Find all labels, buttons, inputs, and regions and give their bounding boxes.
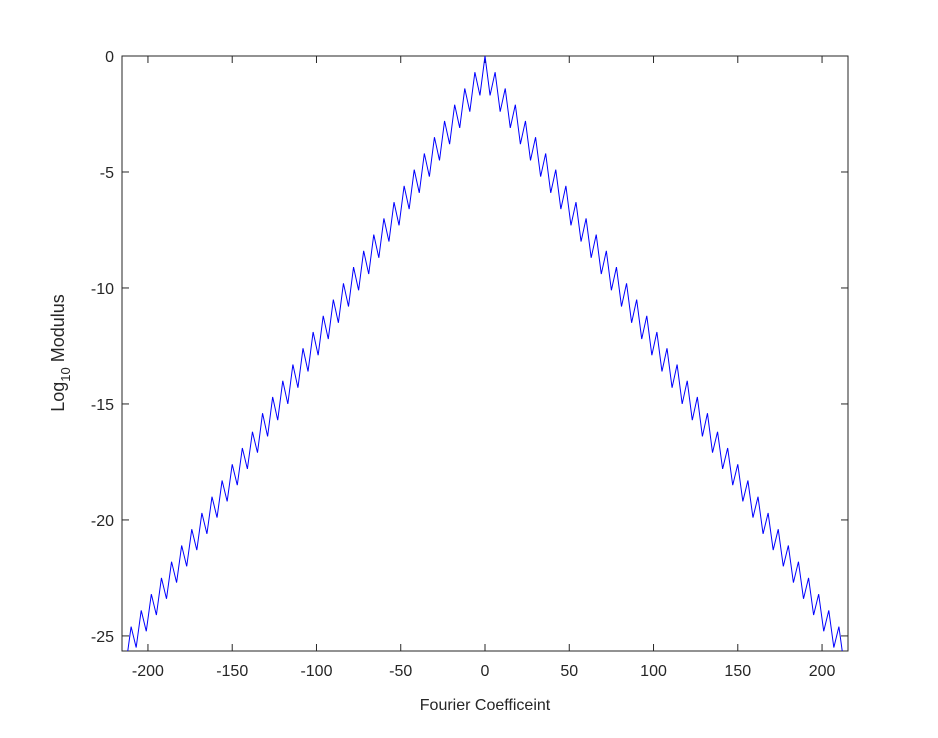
data-line xyxy=(127,56,843,651)
y-tick-label: -5 xyxy=(100,165,114,182)
plot-area xyxy=(121,55,849,652)
y-tick-label: -25 xyxy=(91,629,114,646)
y-label-sub: 10 xyxy=(58,367,73,381)
y-axis-label: Log10 Modulus xyxy=(48,294,73,412)
x-axis-label: Fourier Coefficeint xyxy=(420,697,551,714)
x-tick-label: 200 xyxy=(809,663,836,680)
y-tick-label: -10 xyxy=(91,281,114,298)
x-tick-label: 0 xyxy=(481,663,490,680)
x-tick-label: 150 xyxy=(724,663,751,680)
x-tick-label: 50 xyxy=(560,663,578,680)
x-tick-label: -200 xyxy=(132,663,164,680)
y-tick-label: -15 xyxy=(91,397,114,414)
x-tick-label: -50 xyxy=(389,663,412,680)
y-tick-label: -20 xyxy=(91,513,114,530)
y-tick-label: 0 xyxy=(105,49,114,66)
x-tick-label: -150 xyxy=(216,663,248,680)
y-label-suffix: Modulus xyxy=(48,294,68,362)
x-tick-label: 100 xyxy=(640,663,667,680)
y-label-base: Log xyxy=(48,382,68,412)
x-tick-label: -100 xyxy=(300,663,332,680)
